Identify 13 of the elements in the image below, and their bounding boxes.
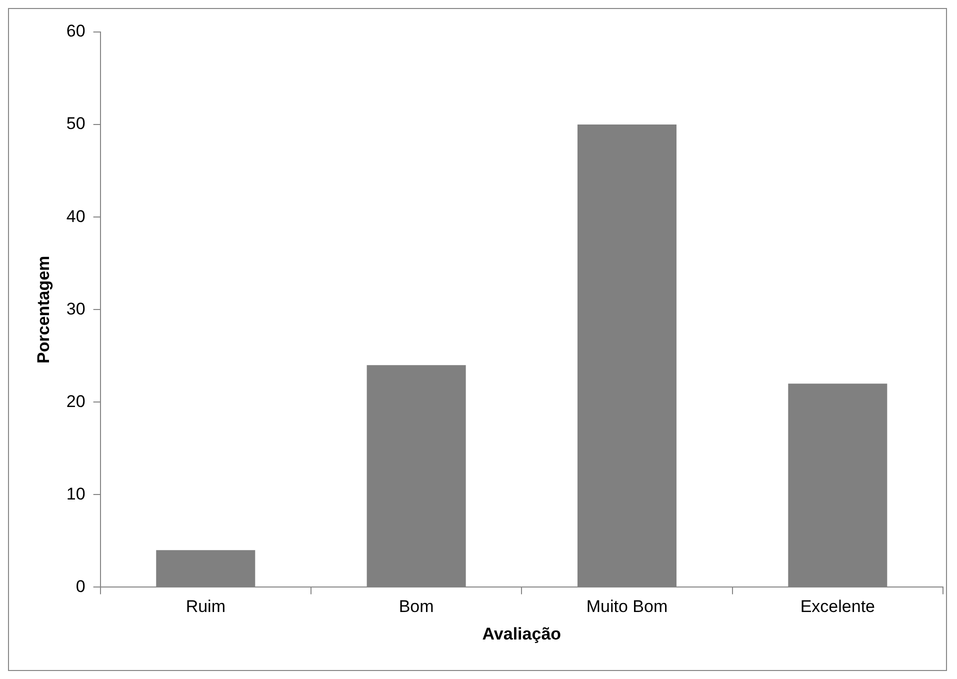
y-tick-label: 50 <box>66 114 86 134</box>
y-axis-title: Porcentagem <box>34 256 53 364</box>
x-tick-label: Bom <box>398 597 434 616</box>
x-tick-label: Muito Bom <box>586 597 668 616</box>
y-tick-label: 20 <box>66 392 86 411</box>
x-tick-label: Ruim <box>186 597 226 616</box>
y-tick-label: 0 <box>76 576 86 596</box>
x-tick-label: Excelente <box>800 597 875 616</box>
y-tick-label: 30 <box>66 299 86 318</box>
x-axis-title: Avaliação <box>482 624 562 644</box>
y-tick-label: 40 <box>66 206 86 226</box>
y-tick-label: 10 <box>66 484 86 504</box>
y-tick-label: 60 <box>66 22 86 41</box>
